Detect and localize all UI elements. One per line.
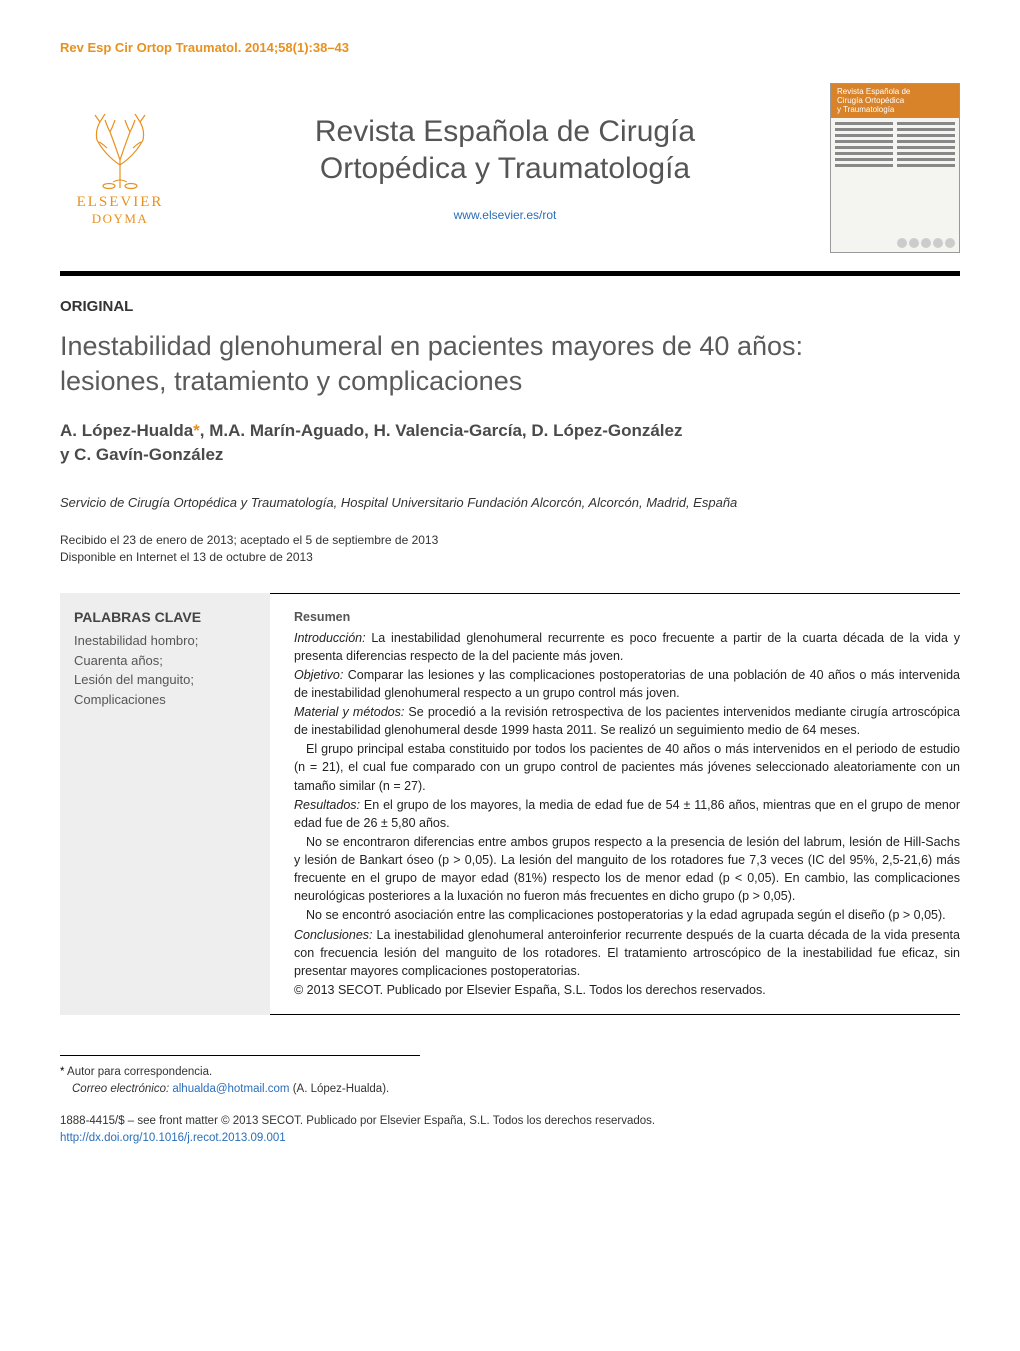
- running-head: Rev Esp Cir Ortop Traumatol. 2014;58(1):…: [60, 40, 960, 55]
- abstract-results: Resultados: En el grupo de los mayores, …: [294, 796, 960, 832]
- abstract-body: Resumen Introducción: La inestabilidad g…: [270, 593, 960, 1015]
- intro-text: La inestabilidad glenohumeral recurrente…: [294, 631, 960, 663]
- abstract-conclusions: Conclusiones: La inestabilidad glenohume…: [294, 926, 960, 980]
- authors: A. López-Hualda*, M.A. Marín-Aguado, H. …: [60, 419, 960, 467]
- authors-line2: y C. Gavín-González: [60, 445, 223, 464]
- journal-title-block: Revista Española de Cirugía Ortopédica y…: [180, 113, 830, 224]
- keyword-1: Inestabilidad hombro;: [74, 633, 198, 648]
- article-title: Inestabilidad glenohumeral en pacientes …: [60, 329, 960, 399]
- journal-title: Revista Española de Cirugía Ortopédica y…: [180, 113, 830, 188]
- cover-head-l3: y Traumatología: [837, 105, 894, 114]
- affiliation: Servicio de Cirugía Ortopédica y Traumat…: [60, 495, 960, 510]
- history-received-accepted: Recibido el 23 de enero de 2013; aceptad…: [60, 533, 438, 547]
- conc-label: Conclusiones:: [294, 928, 373, 942]
- publisher-name: ELSEVIER: [77, 194, 164, 211]
- res-text: En el grupo de los mayores, la media de …: [294, 798, 960, 830]
- corresponding-mark: *: [193, 421, 200, 440]
- cover-icons: [897, 238, 955, 248]
- footnotes: * Autor para correspondencia. Correo ele…: [60, 1055, 420, 1099]
- abstract-results-p3: No se encontró asociación entre las comp…: [294, 906, 960, 924]
- journal-title-line1: Revista Española de Cirugía: [315, 115, 695, 148]
- abstract-results-p2: No se encontraron diferencias entre ambo…: [294, 833, 960, 906]
- mat-label: Material y métodos:: [294, 705, 404, 719]
- issn-line: 1888-4415/$ – see front matter © 2013 SE…: [60, 1115, 655, 1127]
- obj-label: Objetivo:: [294, 668, 343, 682]
- footnote-corr-text: Autor para correspondencia.: [64, 1066, 212, 1078]
- publisher-logo: ELSEVIER DOYMA: [60, 110, 180, 227]
- abstract-container: PALABRAS CLAVE Inestabilidad hombro; Cua…: [60, 593, 960, 1015]
- cover-head-l1: Revista Española de: [837, 87, 910, 96]
- res-label: Resultados:: [294, 798, 360, 812]
- keywords-heading: PALABRAS CLAVE: [74, 609, 256, 625]
- obj-text: Comparar las lesiones y las complicacion…: [294, 668, 960, 700]
- doi-link[interactable]: http://dx.doi.org/10.1016/j.recot.2013.0…: [60, 1132, 286, 1144]
- cover-head-l2: Cirugía Ortopédica: [837, 96, 904, 105]
- abstract-intro: Introducción: La inestabilidad glenohume…: [294, 629, 960, 665]
- email-label: Correo electrónico:: [72, 1083, 172, 1095]
- journal-url-link[interactable]: www.elsevier.es/rot: [454, 208, 557, 222]
- keyword-4: Complicaciones: [74, 692, 166, 707]
- cover-head: Revista Española de Cirugía Ortopédica y…: [831, 84, 959, 118]
- abstract-heading: Resumen: [294, 608, 960, 626]
- email-footnote: Correo electrónico: alhualda@hotmail.com…: [60, 1081, 420, 1098]
- publisher-subname: DOYMA: [92, 211, 149, 227]
- abstract-objective: Objetivo: Comparar las lesiones y las co…: [294, 666, 960, 702]
- copyright-block: 1888-4415/$ – see front matter © 2013 SE…: [60, 1113, 960, 1148]
- elsevier-tree-icon: [85, 110, 155, 190]
- authors-rest-line1: , M.A. Marín-Aguado, H. Valencia-García,…: [200, 421, 683, 440]
- corresponding-footnote: * Autor para correspondencia.: [60, 1064, 420, 1081]
- section-label: ORIGINAL: [60, 298, 960, 315]
- article-title-line2: lesiones, tratamiento y complicaciones: [60, 366, 522, 396]
- conc-text: La inestabilidad glenohumeral anteroinfe…: [294, 928, 960, 978]
- article-title-line1: Inestabilidad glenohumeral en pacientes …: [60, 331, 803, 361]
- keywords-list: Inestabilidad hombro; Cuarenta años; Les…: [74, 631, 256, 709]
- article-history: Recibido el 23 de enero de 2013; aceptad…: [60, 532, 960, 566]
- journal-title-line2: Ortopédica y Traumatología: [320, 152, 690, 185]
- history-online: Disponible en Internet el 13 de octubre …: [60, 550, 313, 564]
- author-1: A. López-Hualda: [60, 421, 193, 440]
- abstract-methods: Material y métodos: Se procedió a la rev…: [294, 703, 960, 739]
- keywords-box: PALABRAS CLAVE Inestabilidad hombro; Cua…: [60, 593, 270, 1015]
- corresponding-email-link[interactable]: alhualda@hotmail.com: [172, 1083, 289, 1095]
- journal-cover-thumbnail: Revista Española de Cirugía Ortopédica y…: [830, 83, 960, 253]
- masthead: ELSEVIER DOYMA Revista Española de Cirug…: [60, 73, 960, 276]
- abstract-methods-p2: El grupo principal estaba constituido po…: [294, 740, 960, 794]
- abstract-copyright: © 2013 SECOT. Publicado por Elsevier Esp…: [294, 981, 960, 999]
- keyword-3: Lesión del manguito;: [74, 672, 194, 687]
- cover-body: [831, 118, 959, 174]
- email-paren: (A. López-Hualda).: [290, 1083, 390, 1095]
- keyword-2: Cuarenta años;: [74, 653, 163, 668]
- intro-label: Introducción:: [294, 631, 366, 645]
